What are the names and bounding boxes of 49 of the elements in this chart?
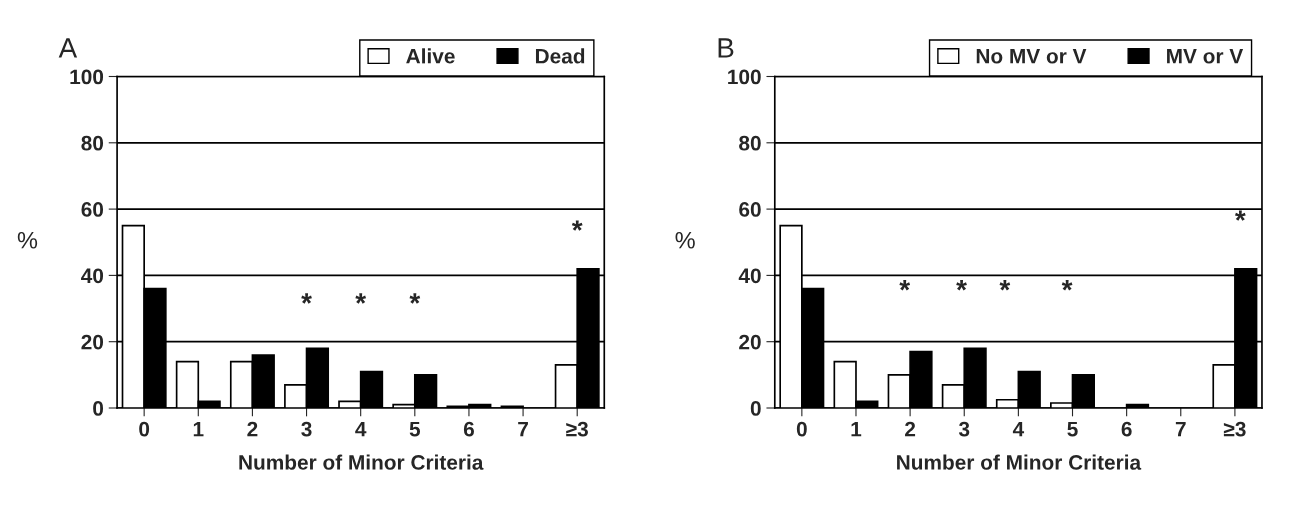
y-tick-label: 20	[739, 334, 761, 350]
annotation: *	[409, 293, 421, 304]
y-axis-title: %	[675, 231, 695, 249]
x-tick-label: 5	[1067, 421, 1078, 437]
x-tick-label: 4	[1012, 421, 1025, 437]
x-tick-label: 2	[247, 421, 258, 437]
x-tick-label: ≥3	[566, 421, 588, 437]
legend-label: Alive	[406, 48, 455, 64]
annotation: *	[1234, 210, 1246, 221]
x-tick-label: 5	[409, 421, 421, 437]
x-tick-label: 2	[905, 421, 916, 437]
annotation: *	[301, 293, 312, 304]
y-tick-label: 60	[739, 202, 761, 217]
y-tick-label: 60	[81, 202, 104, 217]
x-axis-title: Number of Minor Criteria	[239, 454, 484, 470]
legend-label: MV or V	[1167, 49, 1244, 64]
y-tick-label: 80	[739, 135, 761, 151]
y-tick-label: 100	[728, 69, 761, 85]
x-axis-title: Number of Minor Criteria	[897, 454, 1142, 470]
x-tick-label: 0	[139, 421, 150, 437]
annotation: *	[1061, 280, 1073, 291]
legend-label: No MV or V	[976, 49, 1087, 64]
chart-title: B	[718, 38, 734, 58]
annotation: *	[899, 280, 911, 291]
y-tick-label: 0	[93, 401, 104, 416]
x-tick-label: 7	[1175, 421, 1186, 437]
y-tick-label: 40	[738, 268, 761, 284]
annotation: *	[571, 220, 583, 231]
x-tick-label: 1	[851, 421, 862, 437]
x-tick-label: 3	[301, 421, 312, 437]
legend-label: Dead	[535, 48, 585, 64]
annotation: *	[956, 280, 967, 291]
x-tick-label: 1	[193, 421, 204, 437]
x-tick-label: 6	[1121, 421, 1132, 437]
x-tick-label: 7	[518, 421, 528, 437]
annotation: *	[999, 280, 1011, 291]
y-tick-label: 100	[70, 69, 104, 85]
y-tick-label: 40	[81, 268, 104, 284]
chart-title: A	[58, 38, 78, 58]
y-axis-title: %	[17, 231, 38, 249]
x-tick-label: 3	[958, 421, 970, 437]
y-tick-label: 20	[81, 334, 104, 350]
annotation: *	[355, 293, 367, 304]
x-tick-label: 4	[355, 421, 367, 437]
y-tick-label: 0	[750, 401, 761, 416]
x-tick-label: 0	[796, 421, 807, 437]
x-tick-label: 6	[463, 421, 474, 437]
x-tick-label: ≥3	[1223, 421, 1246, 437]
y-tick-label: 80	[81, 135, 104, 151]
